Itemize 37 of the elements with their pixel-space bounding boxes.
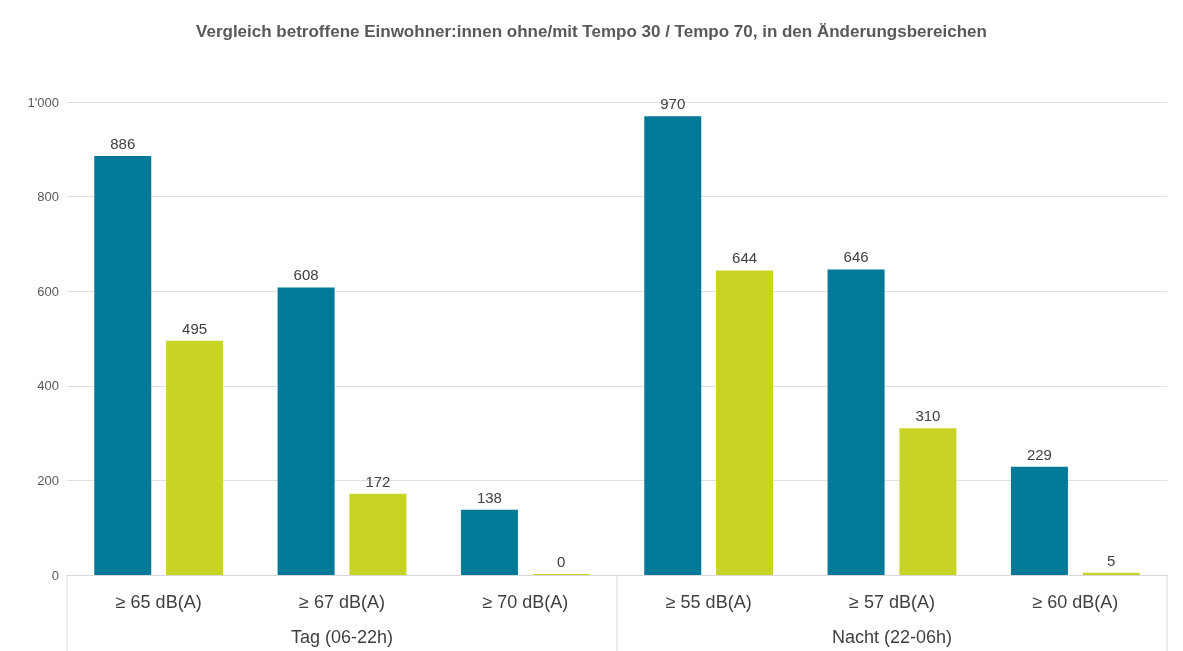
- data-label: 886: [110, 134, 136, 152]
- bar: [277, 287, 335, 575]
- bar: [899, 428, 957, 575]
- bar: [1010, 466, 1068, 575]
- x-tick-label: ≥ 65 dB(A): [115, 592, 202, 612]
- bar: [349, 493, 407, 575]
- data-label: 608: [293, 266, 319, 284]
- bar: [460, 509, 518, 575]
- data-label: 644: [732, 249, 758, 267]
- x-tick-label: ≥ 55 dB(A): [665, 592, 752, 612]
- bar: [716, 270, 774, 575]
- y-tick-label: 1'000: [27, 94, 59, 110]
- x-tick-label: ≥ 67 dB(A): [299, 592, 385, 612]
- data-label: 172: [365, 472, 391, 490]
- bar: [827, 269, 885, 575]
- x-tick-label: ≥ 57 dB(A): [849, 592, 935, 612]
- y-tick-label: 800: [37, 189, 59, 205]
- y-tick-label: 0: [51, 567, 59, 583]
- data-label: 646: [843, 248, 869, 266]
- x-tick-label: ≥ 70 dB(A): [482, 592, 569, 612]
- data-label: 310: [915, 407, 941, 425]
- data-label: 970: [660, 95, 686, 113]
- chart-title: Vergleich betroffene Einwohner:innen ohne/mit Tempo 30 / Tempo 70, in den Änderungsbereichen: [196, 22, 987, 41]
- data-label: 5: [1107, 551, 1116, 569]
- bar: [94, 155, 152, 575]
- y-tick-label: 600: [37, 283, 59, 299]
- y-tick-label: 400: [37, 378, 59, 394]
- text: Tag (06-22h): [290, 627, 394, 647]
- text: Nacht (22-06h): [831, 627, 953, 647]
- bar: [644, 116, 702, 575]
- x-tick-label: ≥ 60 dB(A): [1032, 592, 1119, 612]
- data-label: 138: [476, 488, 502, 506]
- y-tick-label: 200: [37, 472, 59, 488]
- bar: [166, 340, 224, 575]
- data-label: 495: [182, 319, 208, 337]
- data-label: 0: [557, 553, 566, 570]
- data-label: 229: [1026, 445, 1052, 463]
